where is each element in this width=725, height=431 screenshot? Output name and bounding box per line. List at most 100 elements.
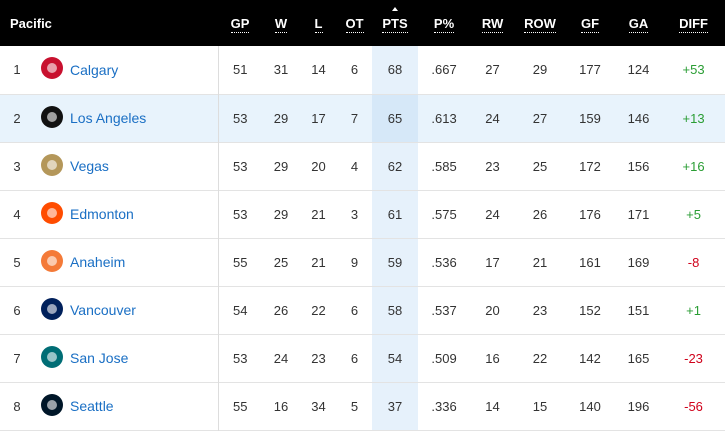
stat: 16 — [273, 398, 289, 414]
stat: 29 — [273, 206, 289, 222]
column-header[interactable]: DIFF — [662, 0, 725, 46]
column-header[interactable]: ROW — [515, 0, 565, 46]
stat: 24 — [485, 206, 500, 222]
stat: 68 — [372, 46, 419, 94]
column-label: GA — [628, 15, 649, 33]
stat: 65 — [372, 94, 419, 142]
team-name[interactable]: Los Angeles — [70, 110, 147, 126]
logo-cell — [34, 142, 70, 190]
team-row: 7 San Jose 53 24 23 6 54 .509 16 22 142 165 -23 — [0, 334, 725, 382]
stat: 53 — [217, 94, 263, 142]
stat: +1 — [686, 302, 701, 318]
stat: 37 — [372, 382, 419, 430]
stat: 16 — [485, 350, 500, 366]
column-label: OT — [345, 15, 364, 33]
rank: 7 — [13, 350, 21, 366]
stat: 58 — [372, 286, 419, 334]
team-name[interactable]: San Jose — [70, 350, 129, 366]
logo-cell — [34, 190, 70, 238]
column-header[interactable]: L — [300, 0, 337, 46]
team-logo — [41, 297, 63, 320]
stat: .613 — [431, 110, 457, 126]
team-row: 3 Vegas 53 29 20 4 62 .585 23 25 172 156 +16 — [0, 142, 725, 190]
stat: 25 — [273, 254, 289, 270]
column-header[interactable]: GF — [565, 0, 615, 46]
stat: 152 — [579, 302, 601, 318]
team-name[interactable]: Vancouver — [70, 302, 136, 318]
column-header[interactable]: RW — [470, 0, 515, 46]
stat: 53 — [217, 142, 263, 190]
stat: 196 — [627, 398, 650, 414]
column-label: P% — [433, 15, 455, 33]
column-header[interactable]: GP — [218, 0, 262, 46]
stat: 21 — [532, 254, 548, 270]
stat: 54 — [372, 334, 419, 382]
stat: 59 — [372, 238, 419, 286]
logo-cell — [34, 46, 70, 94]
team-name[interactable]: Vegas — [70, 158, 109, 174]
column-header[interactable]: PTS — [372, 0, 419, 46]
stat: .537 — [431, 302, 457, 318]
logo-cell — [34, 286, 70, 334]
stat: .509 — [431, 350, 457, 366]
stat: 176 — [579, 206, 601, 222]
stat: 20 — [311, 158, 326, 174]
logo-cell — [34, 238, 70, 286]
stat: 23 — [532, 302, 548, 318]
column-header[interactable]: GA — [615, 0, 662, 46]
column-label: GP — [230, 15, 250, 33]
stat: 24 — [273, 350, 289, 366]
column-label: DIFF — [679, 15, 708, 33]
stat: 177 — [579, 62, 601, 78]
stat: 34 — [311, 398, 326, 414]
stat: 27 — [485, 62, 500, 78]
stat: 7 — [350, 110, 359, 126]
stat: 31 — [273, 62, 289, 78]
stat: 17 — [485, 254, 500, 270]
stat: 161 — [579, 254, 601, 270]
stat: +13 — [682, 110, 705, 126]
stat: +16 — [682, 158, 705, 174]
team-name[interactable]: Anaheim — [70, 254, 126, 270]
column-label: L — [314, 15, 323, 33]
column-label: RW — [481, 15, 504, 33]
stat: 21 — [311, 254, 326, 270]
rank: 8 — [13, 398, 21, 414]
team-logo — [41, 201, 63, 224]
team-logo — [41, 345, 63, 368]
stat: 62 — [372, 142, 419, 190]
team-name[interactable]: Calgary — [70, 61, 119, 78]
stat: 22 — [311, 302, 326, 318]
team-logo — [41, 105, 63, 128]
logo-cell — [34, 334, 70, 382]
stat: 21 — [311, 206, 326, 222]
stat: 51 — [217, 46, 263, 94]
stat: 55 — [217, 238, 263, 286]
stat: 6 — [350, 62, 359, 78]
stat: 151 — [627, 302, 650, 318]
stat: 6 — [350, 302, 359, 318]
team-name[interactable]: Edmonton — [70, 206, 134, 222]
column-header[interactable]: P% — [418, 0, 470, 46]
column-header[interactable]: OT — [337, 0, 372, 46]
stat: 14 — [485, 398, 500, 414]
team-row: 2 Los Angeles 53 29 17 7 65 .613 24 27 159 146 +13 — [0, 94, 725, 142]
rank: 3 — [13, 158, 21, 174]
rank: 5 — [13, 254, 21, 270]
team-row: 4 Edmonton 53 29 21 3 61 .575 24 26 176 171 +5 — [0, 190, 725, 238]
team-row: 1 Calgary 51 31 14 6 68 .667 27 29 177 124 +53 — [0, 46, 725, 94]
column-label: GF — [581, 15, 600, 33]
stat: 171 — [627, 206, 650, 222]
column-header[interactable]: W — [262, 0, 300, 46]
logo-cell — [34, 94, 70, 142]
team-logo — [41, 57, 63, 80]
stat: 165 — [627, 350, 650, 366]
stat: 53 — [217, 190, 263, 238]
team-name[interactable]: Seattle — [70, 398, 114, 414]
stat: 142 — [579, 350, 601, 366]
stat: 9 — [350, 254, 359, 270]
stat: 24 — [485, 110, 500, 126]
stat: .667 — [431, 62, 457, 78]
header-row: Pacific GP W L OT PTS P% RW ROW GF GA DIFF — [0, 0, 725, 46]
